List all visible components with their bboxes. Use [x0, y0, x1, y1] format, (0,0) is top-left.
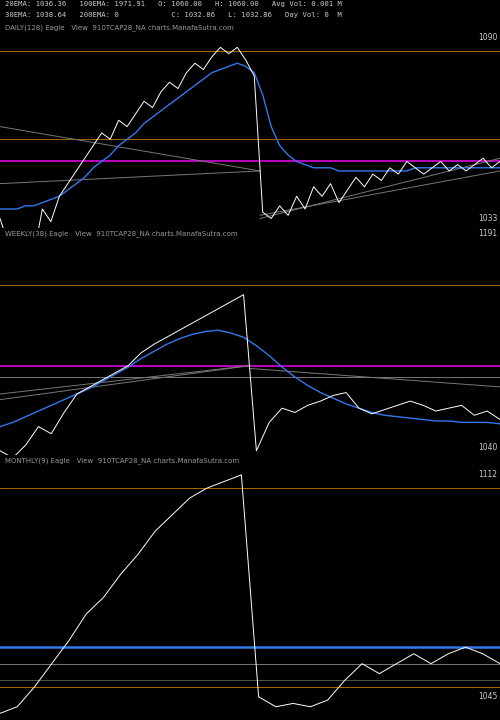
Text: 1045: 1045	[478, 693, 498, 701]
Text: 1033: 1033	[478, 214, 498, 223]
Text: MONTHLY(9) Eagle   View  910TCAP28_NA charts.ManafaSutra.com: MONTHLY(9) Eagle View 910TCAP28_NA chart…	[5, 458, 239, 464]
Text: 1040: 1040	[478, 444, 498, 452]
Text: 30EMA: 1038.64   200EMA: 0            C: 1032.86   L: 1032.86   Day Vol: 0  M: 30EMA: 1038.64 200EMA: 0 C: 1032.86 L: 1…	[5, 12, 342, 18]
Text: 1090: 1090	[478, 33, 498, 42]
Text: 1191: 1191	[478, 229, 498, 238]
Text: DAILY(128) Eagle   View  910TCAP28_NA charts.ManafaSutra.com: DAILY(128) Eagle View 910TCAP28_NA chart…	[5, 24, 234, 31]
Text: 20EMA: 1036.36   100EMA: 1971.91   O: 1060.00   H: 1060.00   Avg Vol: 0.001 M: 20EMA: 1036.36 100EMA: 1971.91 O: 1060.0…	[5, 1, 342, 7]
Text: 1112: 1112	[478, 470, 498, 480]
Text: WEEKLY(38) Eagle   View  910TCAP28_NA charts.ManafaSutra.com: WEEKLY(38) Eagle View 910TCAP28_NA chart…	[5, 230, 237, 237]
